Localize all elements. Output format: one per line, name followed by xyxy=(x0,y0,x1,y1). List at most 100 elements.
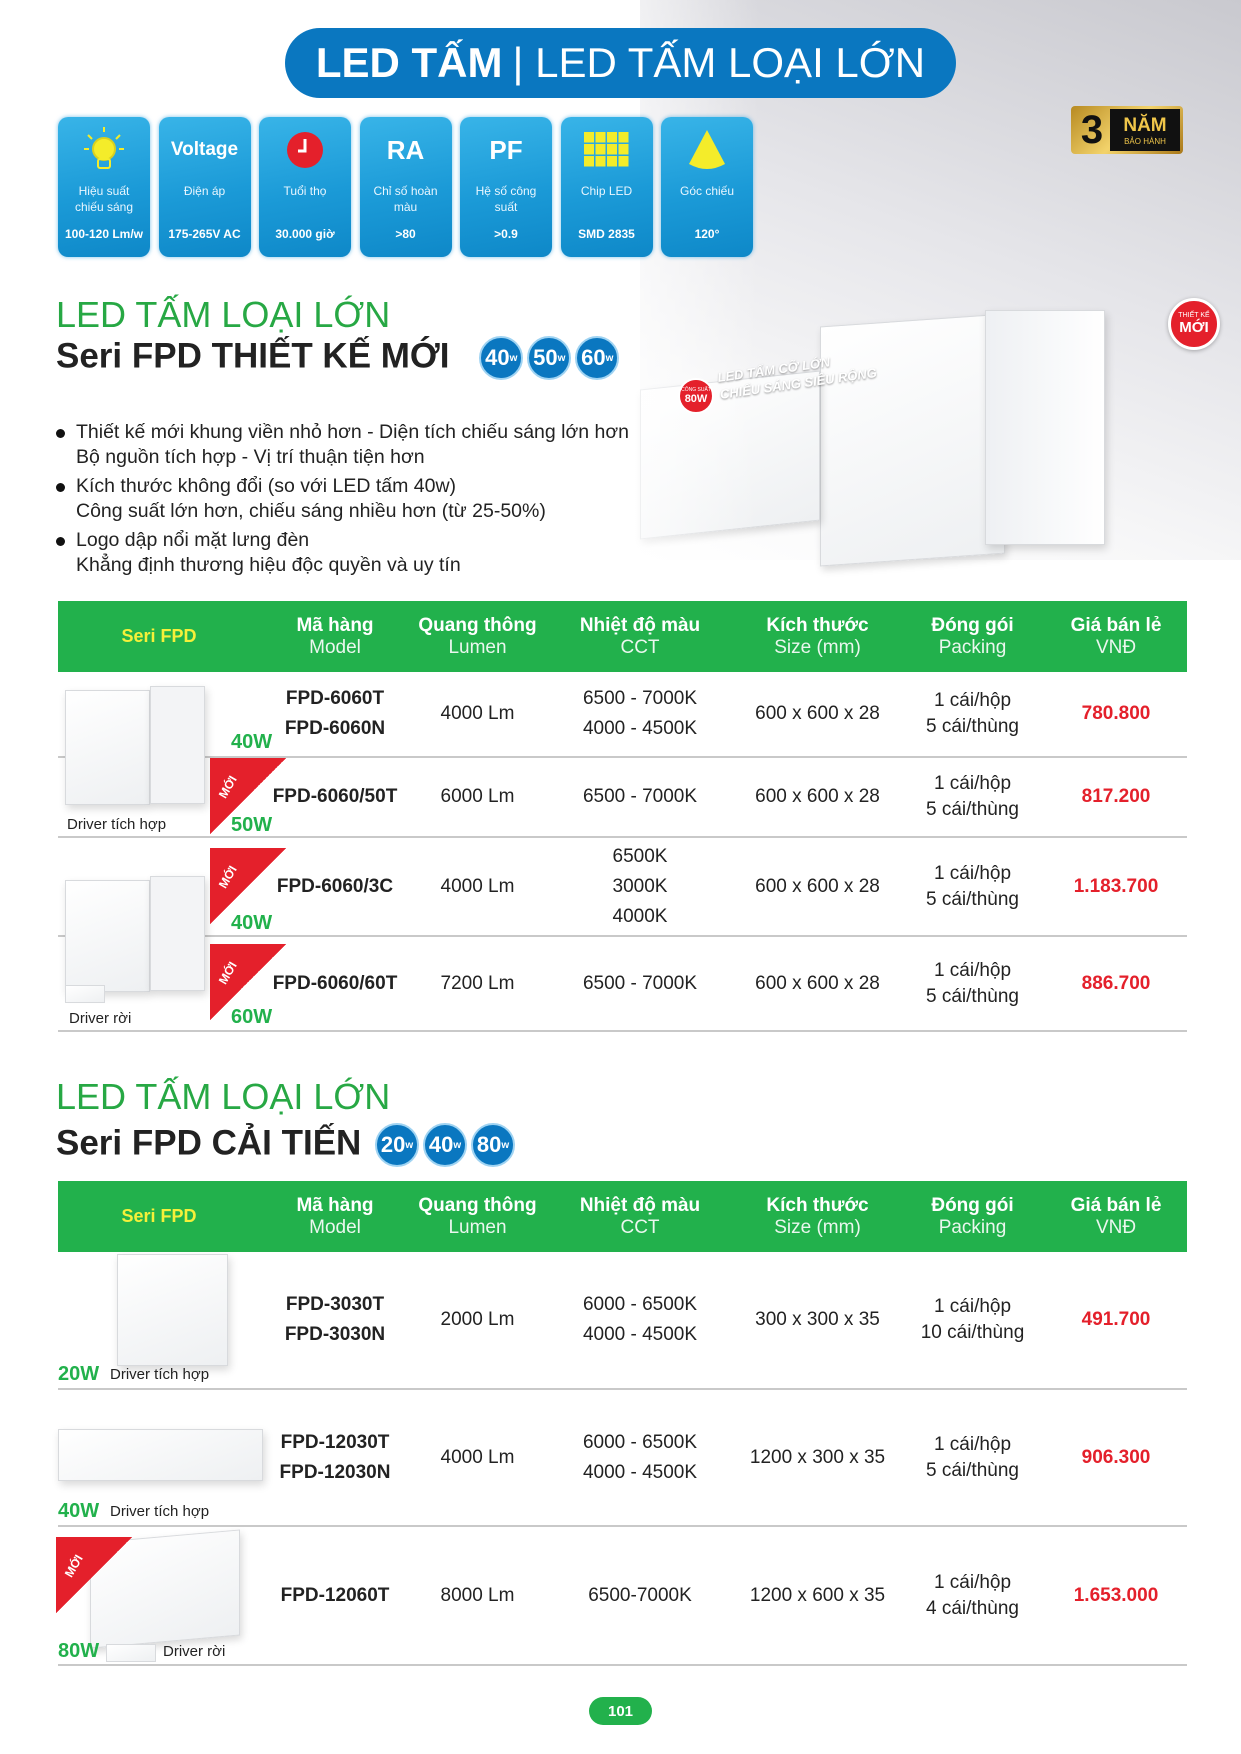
header-label: Nhiệt độ màu xyxy=(579,1194,701,1216)
cct-value: 3000K xyxy=(612,875,668,897)
packing-value: 4 cái/thùng xyxy=(926,1597,1019,1619)
wattage-value: 80 xyxy=(476,1132,502,1157)
feature-card: Góc chiếu 120° xyxy=(661,117,753,257)
header-label: Quang thông xyxy=(418,614,537,636)
bullet-line: Logo dập nổi mặt lưng đèn xyxy=(76,529,310,551)
header-label: Đóng gói xyxy=(931,614,1014,636)
new-ribbon-text: MỚI xyxy=(215,863,240,891)
header-cell-6: Giá bán lẻ VNĐ xyxy=(1045,615,1187,659)
feature-label: Điện áp xyxy=(183,184,226,198)
model-cell: FPD-6060/50T xyxy=(260,782,410,812)
wattage-label: 80W xyxy=(58,1640,100,1662)
bullet-line: Thiết kế mới khung viền nhỏ hơn - Diện t… xyxy=(76,421,630,443)
new-ribbon: MỚI xyxy=(210,758,286,834)
led-panel-image xyxy=(985,310,1105,545)
new-ribbon: MỚI xyxy=(56,1537,132,1613)
feature-label: Góc chiếu xyxy=(679,184,735,198)
wattage-badge: 80 w xyxy=(471,1123,516,1167)
model-cell: FPD-12030T FPD-12030N xyxy=(260,1428,410,1488)
wattage-value: 40 xyxy=(428,1132,454,1157)
page-number: 101 xyxy=(589,1697,652,1725)
model-cell: FPD-6060T FPD-6060N xyxy=(260,684,410,744)
feature-card: Chip LED SMD 2835 xyxy=(560,117,653,257)
clock-icon xyxy=(259,117,351,183)
packing-value: 1 cái/hộp xyxy=(933,1295,1012,1317)
feature-value: 100-120 Lm/w xyxy=(64,227,144,241)
led-panel-back-image xyxy=(150,876,205,991)
header-label: Mã hàng xyxy=(296,614,374,636)
size-cell: 1200 x 300 x 35 xyxy=(749,1446,886,1468)
header-sublabel: VNĐ xyxy=(1095,636,1137,658)
bullet-item: Kích thước không đổi (so với LED tấm 40w… xyxy=(56,474,629,524)
header-sublabel: Model xyxy=(309,636,361,658)
packing-cell: 1 cái/hộp 5 cái/thùng xyxy=(900,771,1045,823)
header-sublabel: Size (mm) xyxy=(774,636,861,658)
lumen-cell: 6000 Lm xyxy=(440,786,515,807)
warranty-badge: 3 NĂM BẢO HÀNH xyxy=(1071,106,1183,154)
feature-bullets: Thiết kế mới khung viền nhỏ hơn - Diện t… xyxy=(56,420,629,582)
table1-header: Seri FPD Mã hàng Model Quang thông Lumen Nhiệ… xyxy=(58,601,1187,672)
header-label: Quang thông xyxy=(418,1194,537,1216)
table-row: FPD-12030T FPD-12030N 4000 Lm 6000 - 6500K 4… xyxy=(58,1390,1187,1527)
led-panel-back-image xyxy=(150,686,205,804)
header-sublabel: Lumen xyxy=(448,636,507,658)
wattage-badges: 40 w 50 w 60 w xyxy=(475,336,620,380)
table-row: FPD-12060T 8000 Lm 6500-7000K 1200 x 600 x … xyxy=(58,1527,1187,1666)
size-cell: 1200 x 600 x 35 xyxy=(749,1584,886,1606)
table-row: FPD-6060/50T 6000 Lm 6500 - 7000K 600 x 600… xyxy=(58,758,1187,838)
driver-label: Driver tích hợp xyxy=(110,1366,210,1383)
packing-value: 1 cái/hộp xyxy=(933,862,1012,884)
table2-header: Seri FPD Mã hàng Model Quang thông Lumen Nhiệ… xyxy=(58,1181,1187,1252)
section1-subheading-text: Seri FPD THIẾT KẾ MỚI xyxy=(56,336,450,376)
price-cell: 1.183.700 xyxy=(1073,875,1159,897)
header-cell-2: Quang thông Lumen xyxy=(410,615,545,659)
new-design-text: MỚI xyxy=(1179,319,1209,336)
header-seri: Seri FPD xyxy=(121,1206,197,1226)
header-sublabel: CCT xyxy=(620,636,660,658)
section2-heading: LED TẤM LOẠI LỚN xyxy=(56,1076,391,1117)
new-ribbon: MỚI xyxy=(210,944,286,1020)
bullet-line: Khẳng định thương hiệu độc quyền và uy t… xyxy=(76,554,461,576)
model-code: FPD-12030N xyxy=(279,1461,391,1483)
wattage-badge: 50 w xyxy=(527,336,572,380)
new-design-label: THIẾT KẾ xyxy=(1178,312,1210,319)
packing-value: 10 cái/thùng xyxy=(920,1321,1025,1343)
driver-image xyxy=(65,985,105,1003)
bullet-line: Bộ nguồn tích hợp - Vị trí thuận tiện hơ… xyxy=(76,446,425,468)
lumen-cell: 4000 Lm xyxy=(440,875,515,897)
feature-card: RA Chỉ số hoàn màu >80 xyxy=(359,117,452,257)
power-badge: CÔNG SUẤT 80W xyxy=(678,378,714,414)
header-label: Giá bán lẻ xyxy=(1070,614,1162,636)
header-sublabel: Model xyxy=(309,1216,361,1238)
cct-cell: 6000 - 6500K 4000 - 4500K xyxy=(545,1428,735,1488)
cct-cell: 6500 - 7000K xyxy=(545,969,735,999)
model-code: FPD-6060/50T xyxy=(272,786,398,807)
new-ribbon-text: MỚI xyxy=(215,959,240,987)
model-code: FPD-6060T xyxy=(285,688,385,709)
price-cell: 491.700 xyxy=(1081,1308,1151,1330)
warranty-years: 3 xyxy=(1080,107,1104,152)
model-code: FPD-6060N xyxy=(284,718,386,739)
header-cell-3: Nhiệt độ màu CCT xyxy=(545,1195,735,1239)
cct-cell: 6500 - 7000K 4000 - 4500K xyxy=(545,684,735,744)
table-row: FPD-6060T FPD-6060N 4000 Lm 6500 - 7000K 400… xyxy=(58,672,1187,758)
feature-value: 120° xyxy=(694,227,720,241)
wattage-unit-w: w xyxy=(501,1139,510,1151)
lumen-cell: 2000 Lm xyxy=(440,1308,515,1330)
wattage-value: 20 xyxy=(380,1132,406,1157)
packing-cell: 1 cái/hộp 5 cái/thùng xyxy=(900,958,1045,1010)
header-cell-3: Nhiệt độ màu CCT xyxy=(545,615,735,659)
model-cell: FPD-3030T FPD-3030N xyxy=(260,1290,410,1350)
warranty-sub: BẢO HÀNH xyxy=(1124,136,1166,146)
page-title: LED TẤM | LED TẤM LOẠI LỚN xyxy=(285,28,956,98)
feature-label: Chip LED xyxy=(580,184,633,198)
header-label: Đóng gói xyxy=(931,1194,1014,1216)
title-bold: LED TẤM xyxy=(315,39,503,86)
header-label: Mã hàng xyxy=(296,1194,374,1216)
new-ribbon-text: MỚI xyxy=(215,773,240,801)
driver-label: Driver tích hợp xyxy=(67,816,167,833)
header-seri: Seri FPD xyxy=(121,626,197,646)
header-cell-0: Seri FPD xyxy=(58,626,260,647)
light-bulb-icon xyxy=(58,117,150,183)
header-label: Nhiệt độ màu xyxy=(579,614,701,636)
